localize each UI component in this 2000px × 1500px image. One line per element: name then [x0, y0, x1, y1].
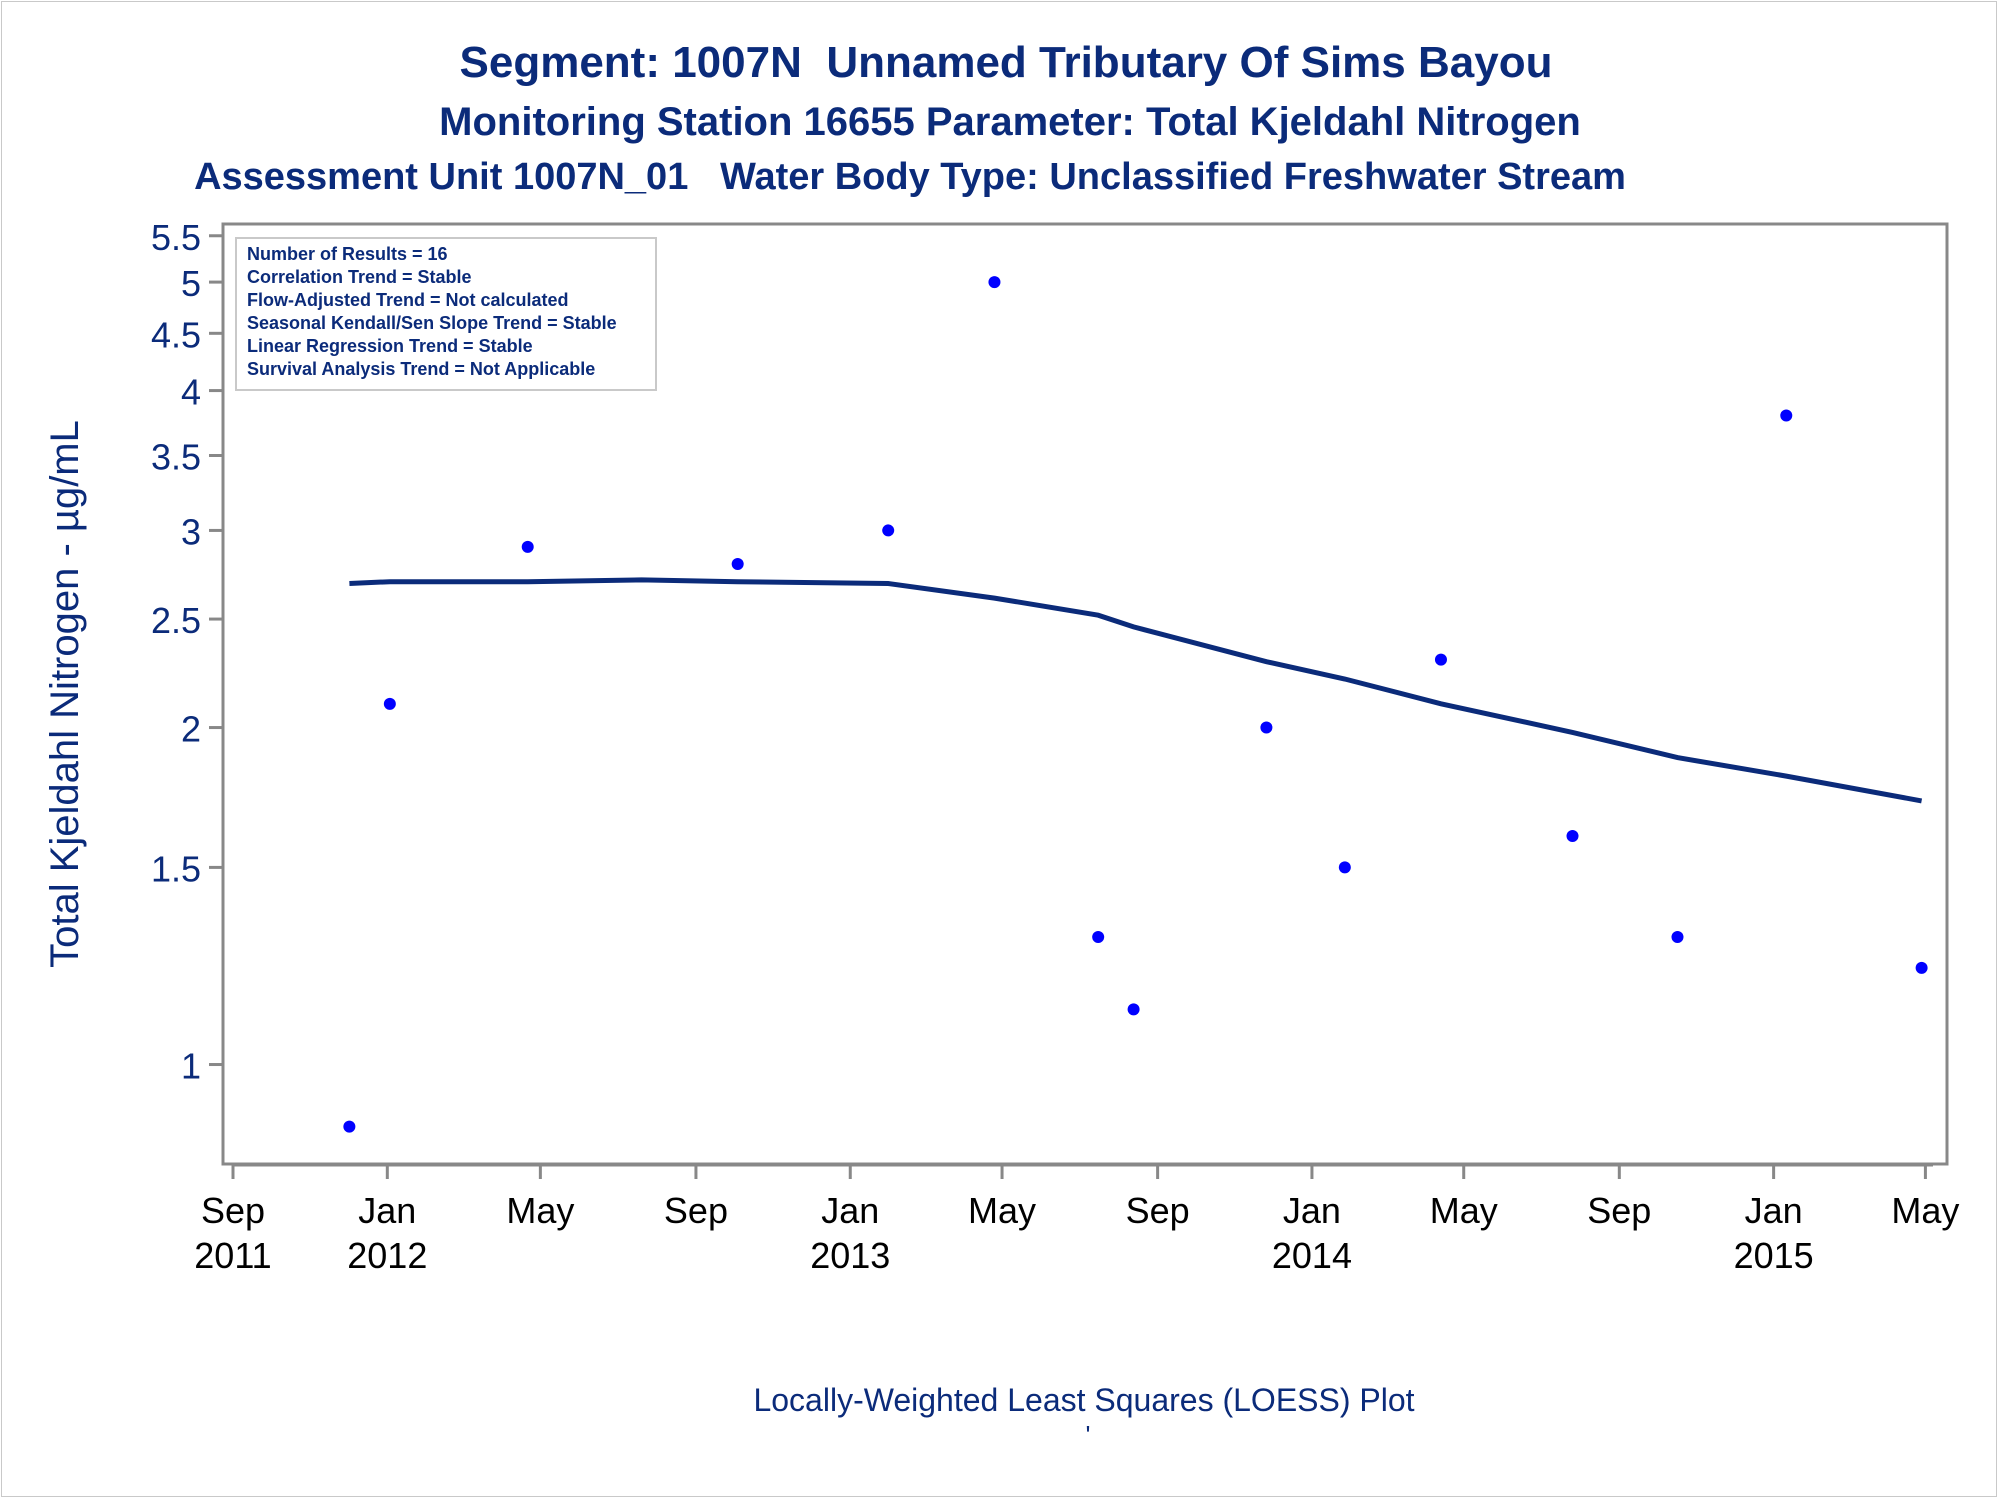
x-tick-label-month: Jan: [358, 1190, 416, 1231]
data-point: [1915, 961, 1928, 974]
stats-box-frame: [235, 237, 657, 391]
data-point: [1260, 721, 1273, 734]
stats-line: Number of Results = 16: [247, 244, 448, 264]
x-tick-label-year: 2015: [1734, 1235, 1814, 1276]
data-point: [521, 540, 534, 553]
x-tick-label-year: 2014: [1272, 1235, 1352, 1276]
y-tick-label: 1.5: [151, 848, 201, 889]
data-point: [343, 1120, 356, 1133]
stats-line: Linear Regression Trend = Stable: [247, 336, 533, 356]
plot-footnote-mark: ': [1085, 1420, 1091, 1450]
x-tick-label-year: 2013: [810, 1235, 890, 1276]
y-tick-label: 2.5: [151, 600, 201, 641]
data-point: [1338, 861, 1351, 874]
data-point: [731, 557, 744, 570]
y-tick-label: 4: [181, 372, 201, 413]
data-point: [1671, 930, 1684, 943]
loess-line: [349, 577, 1923, 804]
data-point: [1092, 930, 1105, 943]
x-tick-label-month: May: [1891, 1190, 1959, 1231]
x-tick-label-month: Sep: [1587, 1190, 1651, 1231]
chart-subtitle-2: Assessment Unit 1007N_01 Water Body Type…: [194, 156, 1626, 198]
y-tick-label: 3: [181, 511, 201, 552]
stats-legend: Number of Results = 16 Correlation Trend …: [235, 237, 657, 391]
data-point: [383, 697, 396, 710]
chart-title: Segment: 1007N Unnamed Tributary Of Sims…: [459, 38, 1553, 87]
y-tick-label: 4.5: [151, 314, 201, 355]
y-tick-label: 5: [181, 263, 201, 304]
chart-subtitle: Monitoring Station 16655 Parameter: Tota…: [439, 100, 1581, 144]
x-tick-label-month: Jan: [1745, 1190, 1803, 1231]
y-tick-label: 5.5: [151, 217, 201, 258]
data-point: [1434, 653, 1447, 666]
stats-line: Seasonal Kendall/Sen Slope Trend = Stabl…: [247, 313, 617, 333]
y-tick-label: 1: [181, 1046, 201, 1087]
stats-line: Flow-Adjusted Trend = Not calculated: [247, 290, 569, 310]
x-tick-label-month: Sep: [1126, 1190, 1190, 1231]
y-tick-label: 2: [181, 709, 201, 750]
x-tick-label-year: 2011: [194, 1235, 271, 1276]
y-axis-label: Total Kjeldahl Nitrogen - µg/mL: [43, 420, 87, 968]
stats-line: Correlation Trend = Stable: [247, 267, 472, 287]
x-tick-label-year: 2012: [347, 1235, 427, 1276]
data-point: [1127, 1003, 1140, 1016]
x-tick-label-month: May: [968, 1190, 1036, 1231]
x-tick-label-month: Sep: [201, 1190, 265, 1231]
x-tick-label-month: May: [1430, 1190, 1498, 1231]
data-point: [1566, 830, 1579, 843]
plot-footnote: Locally-Weighted Least Squares (LOESS) P…: [753, 1382, 1415, 1418]
x-tick-label-month: Jan: [1283, 1190, 1341, 1231]
data-point: [988, 276, 1001, 289]
stats-line: Survival Analysis Trend = Not Applicable: [247, 359, 595, 379]
data-point: [1780, 409, 1793, 422]
x-tick-label-month: Jan: [821, 1190, 879, 1231]
y-tick-label: 3.5: [151, 436, 201, 477]
x-tick-label-month: May: [506, 1190, 574, 1231]
y-axis: 1 1.5 2 2.5 3 3.5 4 4.5 5 5.5: [151, 217, 223, 1087]
x-tick-label-month: Sep: [664, 1190, 728, 1231]
data-point: [882, 524, 895, 537]
